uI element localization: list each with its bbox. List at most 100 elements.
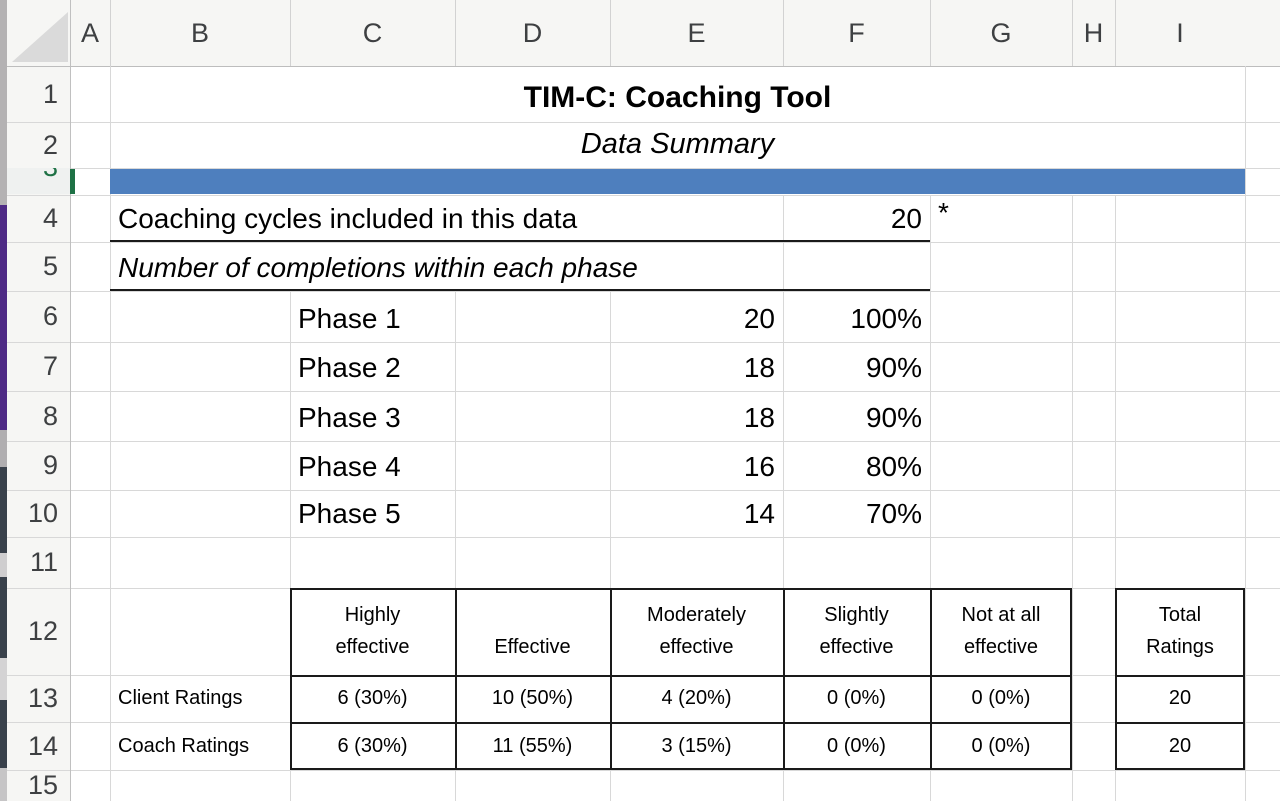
cell-client-not-at-all[interactable]: 0 (0%)	[971, 687, 1031, 709]
gridline	[930, 195, 931, 801]
cell-phase1-count[interactable]: 20	[743, 303, 775, 334]
row-header-10[interactable]: 10	[27, 498, 58, 528]
cell-phase4-pct[interactable]: 80%	[865, 451, 922, 482]
background-strip-gray	[0, 430, 7, 467]
column-header-g[interactable]: G	[990, 17, 1012, 48]
cell-client-ratings-label[interactable]: Client Ratings	[118, 687, 243, 709]
cell-coaching-cycles-label[interactable]: Coaching cycles included in this data	[118, 203, 578, 234]
cell-header-effective[interactable]: Effective	[455, 588, 610, 675]
cell-coach-ratings-label[interactable]: Coach Ratings	[118, 734, 250, 757]
column-header-c[interactable]: C	[362, 17, 383, 48]
header-separator	[110, 0, 111, 66]
header-separator	[610, 0, 611, 66]
cell-completions-label[interactable]: Number of completions within each phase	[118, 252, 638, 283]
cell-coach-slightly[interactable]: 0 (0%)	[827, 734, 886, 757]
cell-coach-effective[interactable]: 11 (55%)	[492, 734, 573, 757]
header-label: Highly effective	[335, 604, 410, 658]
cell-client-moderately[interactable]: 4 (20%)	[661, 687, 732, 709]
row-header-3[interactable]: 3	[7, 168, 70, 194]
cell-header-total-ratings[interactable]: Total Ratings	[1115, 588, 1245, 675]
gridline	[1115, 195, 1116, 801]
cell-phase4-label[interactable]: Phase 4	[298, 451, 401, 482]
ratings-table-divider	[930, 588, 932, 770]
cell-client-slightly[interactable]: 0 (0%)	[827, 687, 886, 709]
background-strip-dark	[0, 577, 7, 658]
ratings-table-divider	[290, 675, 1072, 677]
cell-coach-total[interactable]: 20	[1168, 734, 1192, 757]
select-all-triangle-icon	[12, 12, 68, 62]
cell-phase4-count[interactable]: 16	[743, 451, 775, 482]
cell-subtitle[interactable]: Data Summary	[580, 128, 775, 160]
row-header-8[interactable]: 8	[42, 400, 58, 431]
cell-phase2-count[interactable]: 18	[743, 352, 775, 383]
header-label: Effective	[494, 636, 571, 658]
cell-coach-not-at-all[interactable]: 0 (0%)	[971, 734, 1031, 757]
row-header-9[interactable]: 9	[42, 450, 58, 480]
header-label: Total Ratings	[1146, 604, 1214, 658]
cell-header-not-at-all-effective[interactable]: Not at all effective	[930, 588, 1072, 675]
cell-header-moderately-effective[interactable]: Moderately effective	[610, 588, 783, 675]
cell-phase1-label[interactable]: Phase 1	[298, 303, 401, 334]
row-header-2[interactable]: 2	[42, 129, 58, 160]
gridline	[783, 195, 784, 801]
column-header-d[interactable]: D	[522, 17, 543, 48]
cell-coaching-cycles-value[interactable]: 20	[890, 203, 922, 234]
cell-phase5-label[interactable]: Phase 5	[298, 498, 401, 529]
column-header-b[interactable]: B	[190, 17, 209, 48]
cell-phase5-pct[interactable]: 70%	[865, 498, 922, 529]
cell-coach-highly[interactable]: 6 (30%)	[337, 734, 408, 757]
cell-phase1-pct[interactable]: 100%	[850, 303, 922, 334]
header-label: Not at all effective	[961, 604, 1041, 658]
highlighted-row-3[interactable]	[110, 169, 1245, 194]
column-header-e[interactable]: E	[687, 17, 706, 48]
gutter-border	[70, 0, 71, 801]
row-header-11[interactable]: 11	[29, 547, 58, 577]
cell-phase5-count[interactable]: 14	[743, 498, 775, 529]
cell-client-effective[interactable]: 10 (50%)	[491, 687, 574, 709]
cell-phase3-count[interactable]: 18	[743, 402, 775, 433]
cell-coach-moderately[interactable]: 3 (15%)	[661, 734, 732, 757]
row-header-12[interactable]: 12	[27, 616, 58, 646]
gridline	[610, 291, 611, 801]
row-header-6[interactable]: 6	[42, 301, 58, 331]
active-cell-indicator	[70, 169, 75, 194]
totals-column-divider	[1115, 675, 1245, 677]
row-header-5[interactable]: 5	[42, 251, 58, 281]
cell-client-highly[interactable]: 6 (30%)	[337, 687, 408, 709]
column-header-h[interactable]: H	[1083, 17, 1104, 48]
column-header-f[interactable]: F	[848, 17, 865, 48]
cell-client-total[interactable]: 20	[1168, 687, 1192, 709]
row-header-4[interactable]: 4	[42, 203, 58, 233]
gridline	[7, 291, 1280, 292]
gridline	[7, 66, 1280, 67]
row-header-13[interactable]: 13	[27, 683, 58, 713]
cell-phase2-label[interactable]: Phase 2	[298, 352, 401, 383]
row-header-14[interactable]: 14	[27, 730, 58, 761]
row-header-1[interactable]: 1	[42, 78, 58, 109]
gridline	[7, 122, 1280, 123]
row-header-7[interactable]: 7	[42, 351, 58, 381]
cell-header-slightly-effective[interactable]: Slightly effective	[783, 588, 930, 675]
ratings-table-divider	[290, 722, 1072, 724]
gridline	[7, 441, 1280, 442]
totals-column-outline	[1115, 588, 1245, 770]
column-header-bar	[7, 0, 1280, 66]
cell-footnote-asterisk[interactable]: *	[938, 197, 949, 228]
totals-column-divider	[1115, 722, 1245, 724]
cell-title[interactable]: TIM-C: Coaching Tool	[523, 81, 832, 114]
header-separator	[930, 0, 931, 66]
cell-phase3-pct[interactable]: 90%	[865, 402, 922, 433]
row-header-15[interactable]: 15	[27, 770, 58, 800]
column-header-a[interactable]: A	[80, 17, 99, 48]
select-all-corner[interactable]	[7, 0, 70, 66]
cell-phase3-label[interactable]: Phase 3	[298, 402, 401, 433]
column-header-i[interactable]: I	[1176, 17, 1184, 48]
cell-header-highly-effective[interactable]: Highly effective	[290, 588, 455, 675]
cell-phase2-pct[interactable]: 90%	[865, 352, 922, 383]
gridline	[1072, 195, 1073, 801]
gridline	[7, 537, 1280, 538]
ratings-table-divider	[783, 588, 785, 770]
gridline	[455, 291, 456, 801]
header-separator	[455, 0, 456, 66]
